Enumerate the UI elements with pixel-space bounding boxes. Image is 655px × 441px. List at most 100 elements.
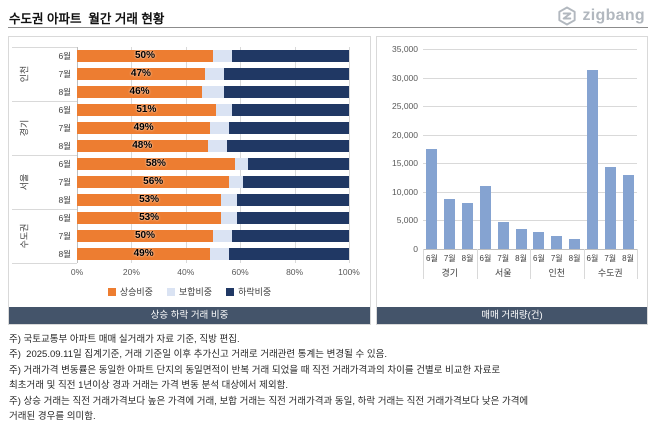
share-chart-panel: 0% 20% 40% 60% 80% 100% 인천 경기 서울 수도권 6월 50% 7월 47% 8월 4… bbox=[8, 36, 371, 325]
x-month-label: 7월 bbox=[550, 254, 563, 263]
x-month-label: 6월 bbox=[586, 254, 599, 263]
x-tick-label: 80% bbox=[286, 267, 304, 277]
x-region-label: 서울 bbox=[494, 268, 512, 278]
x-month-label: 8월 bbox=[515, 254, 527, 263]
axis-separator bbox=[12, 47, 77, 48]
fall-segment bbox=[226, 140, 349, 152]
rise-segment bbox=[77, 68, 205, 80]
legend: 상승비중 보합비중 하락비중 bbox=[9, 285, 370, 298]
footnote-line: 주) 거래가격 변동률은 동일한 아파트 단지의 동일면적이 반복 거래 되었을… bbox=[9, 364, 501, 376]
flat-segment bbox=[234, 158, 249, 170]
volume-bar bbox=[462, 203, 474, 249]
x-tick-label: 20% bbox=[122, 267, 140, 277]
x-month-label: 6월 bbox=[426, 254, 438, 263]
gridline bbox=[423, 77, 637, 79]
rise-segment bbox=[77, 230, 213, 242]
gridline bbox=[185, 47, 187, 263]
x-month-label: 8월 bbox=[461, 254, 474, 263]
volume-bar bbox=[515, 229, 527, 249]
region-label: 경기 bbox=[12, 101, 36, 155]
region-label-text: 경기 bbox=[19, 119, 30, 137]
y-month-label: 8월 bbox=[58, 87, 71, 97]
x-month-label: 6월 bbox=[479, 254, 492, 263]
region-label: 수도권 bbox=[12, 209, 36, 263]
y-tick-label: 35,000 bbox=[392, 44, 418, 54]
x-tick-label: 60% bbox=[231, 267, 249, 277]
footnote-line: 주) 국토교통부 아파트 매매 실거래가 자료 기준, 직방 편집. bbox=[9, 334, 240, 345]
region-label-text: 수도권 bbox=[19, 223, 30, 249]
legend-item: 보합비중 bbox=[166, 285, 213, 298]
flat-segment bbox=[215, 104, 233, 116]
x-tick-label: 40% bbox=[177, 267, 195, 277]
bar-value-label: 49% bbox=[133, 247, 154, 259]
bar-value-label: 46% bbox=[129, 85, 150, 97]
fall-segment bbox=[248, 158, 349, 170]
rise-segment bbox=[77, 122, 211, 134]
volume-bar bbox=[533, 231, 545, 249]
fall-segment bbox=[232, 50, 349, 62]
bar-value-label: 48% bbox=[132, 139, 153, 151]
flat-segment bbox=[210, 248, 230, 260]
gridline bbox=[294, 47, 296, 263]
bar-value-label: 58% bbox=[145, 157, 166, 169]
footnote-line: 거래된 경우를 의미함. bbox=[9, 411, 96, 423]
footnote-line: 주) 상승 거래는 직전 거래가격보다 높은 가격에 거래, 보합 거래는 직전… bbox=[9, 395, 529, 407]
volume-bar bbox=[444, 199, 456, 249]
bar-value-label: 50% bbox=[134, 229, 155, 241]
title-divider bbox=[8, 27, 648, 28]
volume-bar bbox=[604, 167, 616, 249]
y-month-label: 8월 bbox=[58, 249, 71, 259]
zigbang-logo-text: zigbang bbox=[582, 7, 645, 24]
axis-separator bbox=[12, 263, 77, 264]
fall-segment bbox=[242, 176, 349, 188]
bar-value-label: 53% bbox=[139, 211, 160, 223]
share-chart-caption: 상승 하락 거래 비중 bbox=[9, 307, 370, 324]
gridline bbox=[423, 49, 637, 50]
x-tick-label: 0% bbox=[70, 267, 84, 277]
bar-value-label: 49% bbox=[133, 121, 154, 133]
y-month-label: 8월 bbox=[58, 141, 71, 151]
group-separator bbox=[530, 249, 531, 279]
x-month-label: 7월 bbox=[443, 254, 456, 263]
fall-segment bbox=[237, 194, 349, 206]
y-month-label: 6월 bbox=[58, 159, 71, 169]
share-stacked-bar-chart: 0% 20% 40% 60% 80% 100% 인천 경기 서울 수도권 6월 50% 7월 47% 8월 4… bbox=[9, 37, 370, 307]
group-separator bbox=[637, 249, 638, 279]
rise-segment bbox=[77, 50, 213, 62]
flat-segment bbox=[213, 50, 233, 62]
rise-segment bbox=[77, 158, 235, 170]
legend-label: 보합비중 bbox=[178, 287, 213, 297]
gridline bbox=[77, 47, 78, 263]
y-tick-label: 30,000 bbox=[392, 72, 418, 83]
rise-segment bbox=[77, 194, 222, 206]
y-tick-label: 5,000 bbox=[396, 215, 418, 226]
volume-bar bbox=[569, 239, 581, 249]
legend-swatch bbox=[107, 287, 116, 296]
fall-segment bbox=[229, 122, 349, 134]
group-separator bbox=[476, 249, 478, 279]
y-month-label: 6월 bbox=[58, 213, 71, 223]
volume-bar bbox=[586, 70, 598, 249]
volume-bar bbox=[479, 186, 491, 249]
bar-value-label: 50% bbox=[134, 49, 155, 61]
fall-segment bbox=[229, 248, 349, 260]
gridline bbox=[349, 47, 350, 263]
volume-bar bbox=[497, 221, 509, 249]
gridline bbox=[240, 47, 242, 263]
region-label-text: 인천 bbox=[19, 65, 30, 83]
gridline bbox=[131, 47, 133, 263]
zigbang-logo: zigbang bbox=[557, 6, 645, 26]
axis-separator bbox=[12, 101, 77, 102]
legend-swatch bbox=[226, 287, 235, 296]
flat-segment bbox=[221, 212, 238, 224]
rise-segment bbox=[77, 104, 216, 116]
y-tick-label: 15,000 bbox=[392, 158, 418, 169]
y-month-label: 6월 bbox=[58, 105, 71, 115]
volume-bar bbox=[551, 235, 563, 249]
y-tick-label: 20,000 bbox=[392, 129, 418, 140]
rise-segment bbox=[77, 248, 211, 260]
x-region-label: 경기 bbox=[441, 268, 459, 278]
x-month-label: 7월 bbox=[604, 254, 617, 263]
rise-segment bbox=[77, 212, 222, 224]
